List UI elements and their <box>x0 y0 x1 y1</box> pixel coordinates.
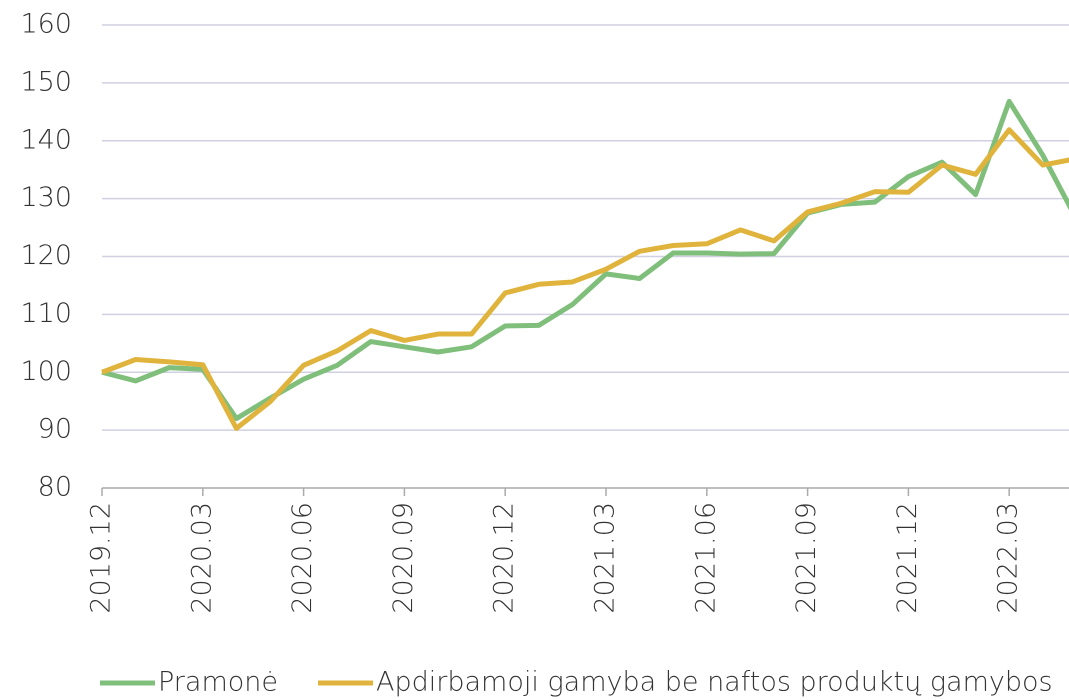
legend-label: Pramonė <box>158 667 278 698</box>
y-tick-label: 90 <box>38 414 72 445</box>
y-tick-label: 80 <box>38 472 72 503</box>
x-tick-label: 2022.03 <box>993 502 1024 614</box>
series-line <box>101 127 1069 431</box>
y-tick-label: 150 <box>20 66 72 97</box>
x-tick-label: 2021.09 <box>791 502 822 614</box>
y-tick-label: 100 <box>20 356 72 387</box>
x-tick-label: 2020.06 <box>287 502 318 614</box>
y-tick-label: 120 <box>20 240 72 271</box>
x-tick-label: 2021.03 <box>590 502 621 614</box>
y-tick-label: 140 <box>20 124 72 155</box>
y-tick-label: 160 <box>20 9 72 40</box>
x-tick-label: 2021.06 <box>690 502 721 614</box>
y-tick-label: 110 <box>20 298 72 329</box>
plot-lines <box>101 98 1069 431</box>
series-line <box>101 98 1069 422</box>
x-tick-label: 2020.12 <box>489 502 520 614</box>
x-tick-label: 2021.12 <box>892 502 923 614</box>
x-tick-label: 2020.09 <box>388 502 419 614</box>
legend-label: Apdirbamoji gamyba be naftos produktų ga… <box>376 667 1053 698</box>
x-tick-label: 2019.12 <box>86 502 117 614</box>
x-tick-label: 2020.03 <box>186 502 217 614</box>
y-tick-label: 130 <box>20 182 72 213</box>
